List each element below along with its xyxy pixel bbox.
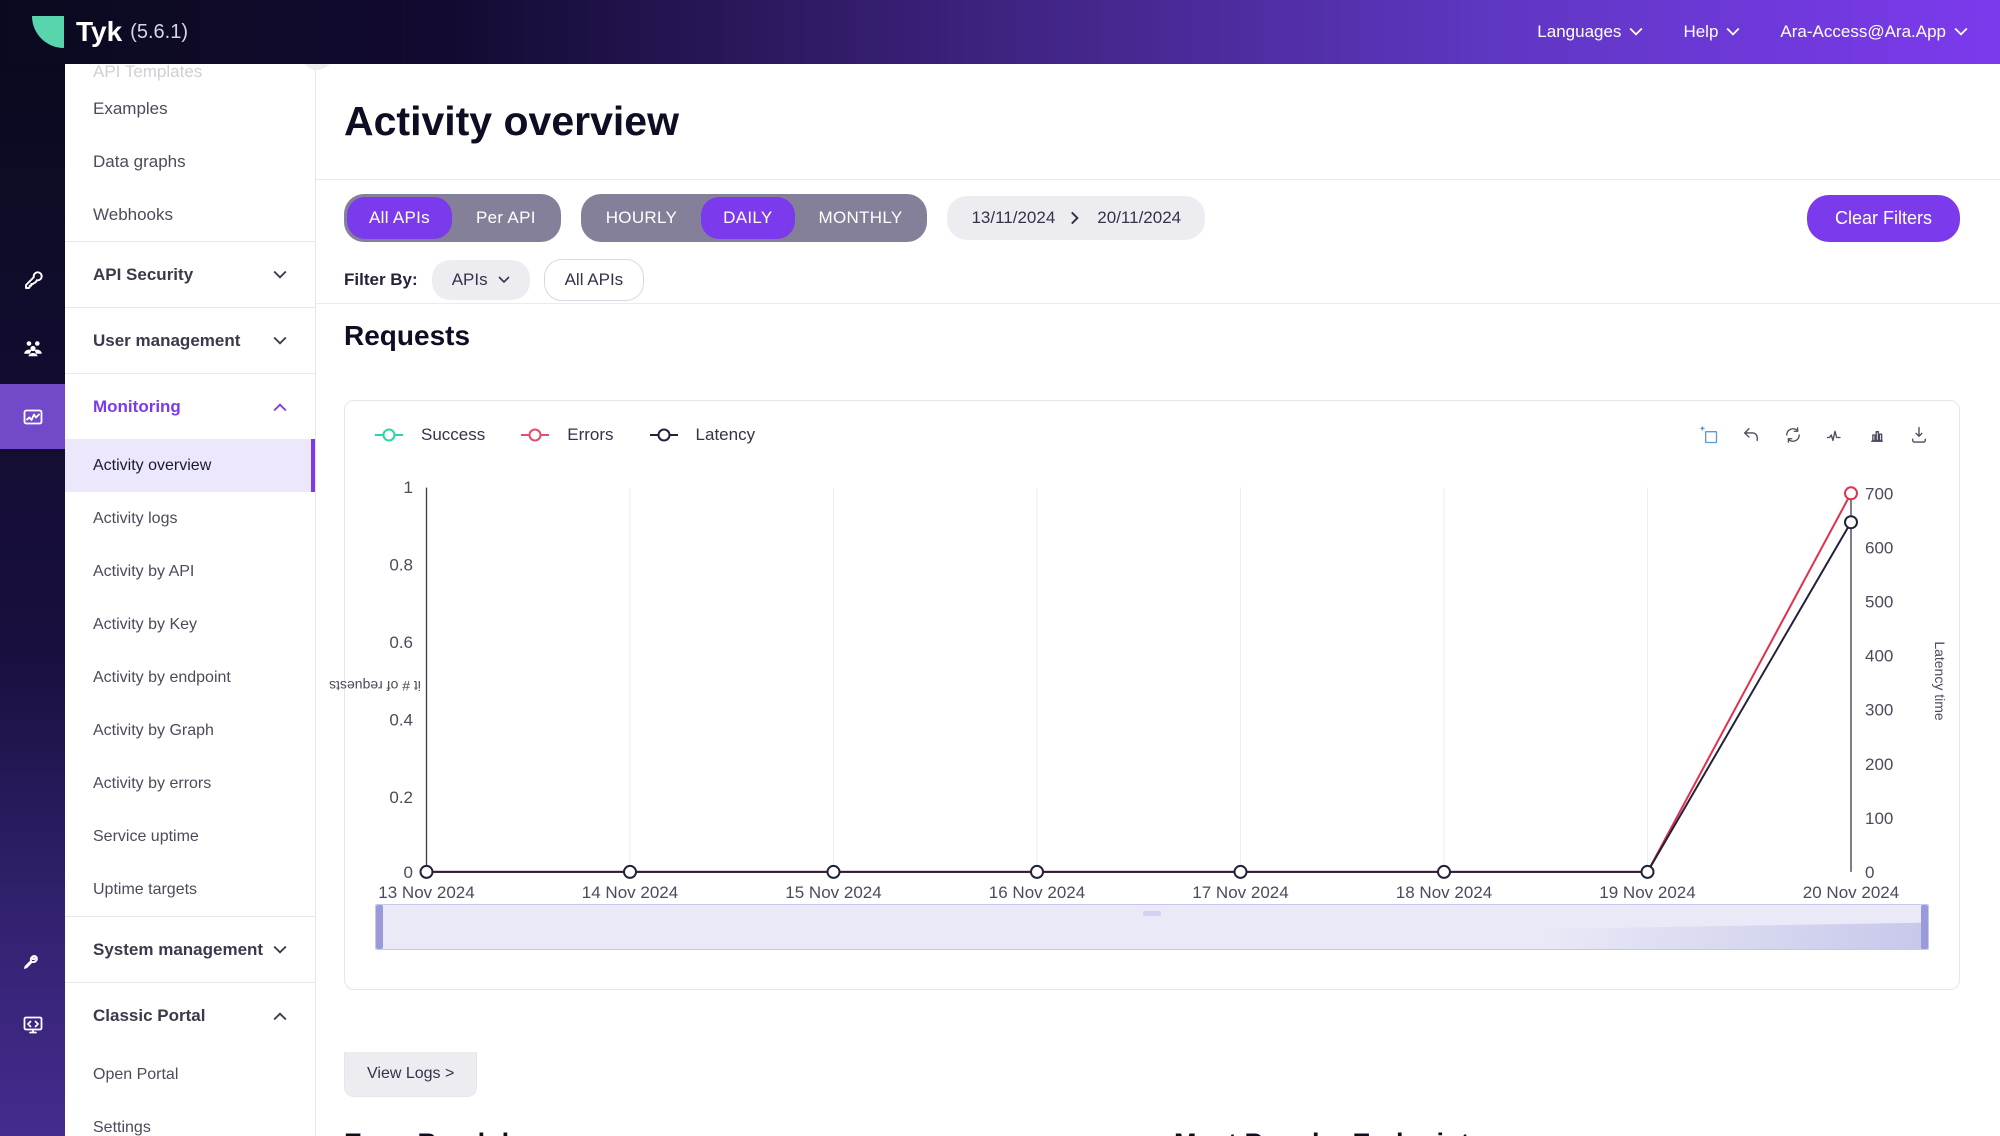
svg-text:17 Nov 2024: 17 Nov 2024 [1192,883,1288,902]
svg-text:13 Nov 2024: 13 Nov 2024 [378,883,474,902]
svg-text:0.2: 0.2 [389,788,413,807]
svg-text:0: 0 [1865,863,1874,882]
svg-text:19 Nov 2024: 19 Nov 2024 [1599,883,1695,902]
svg-text:14 Nov 2024: 14 Nov 2024 [582,883,678,902]
svg-text:600: 600 [1865,538,1893,557]
svg-text:0.8: 0.8 [389,556,413,575]
svg-text:0: 0 [404,863,413,882]
svg-text:700: 700 [1865,484,1893,503]
svg-text:15 Nov 2024: 15 Nov 2024 [785,883,881,902]
svg-text:0.4: 0.4 [389,710,413,729]
svg-text:Latency time: Latency time [1932,641,1948,721]
svg-text:0.6: 0.6 [389,633,413,652]
svg-text:500: 500 [1865,593,1893,612]
svg-text:18 Nov 2024: 18 Nov 2024 [1396,883,1492,902]
svg-text:300: 300 [1865,701,1893,720]
svg-text:1: 1 [404,478,413,497]
svg-text:400: 400 [1865,647,1893,666]
svg-text:20 Nov 2024: 20 Nov 2024 [1803,883,1899,902]
svg-text:16 Nov 2024: 16 Nov 2024 [989,883,1085,902]
svg-text:200: 200 [1865,755,1893,774]
svg-text:it # of requests: it # of requests [329,678,421,694]
svg-text:100: 100 [1865,809,1893,828]
